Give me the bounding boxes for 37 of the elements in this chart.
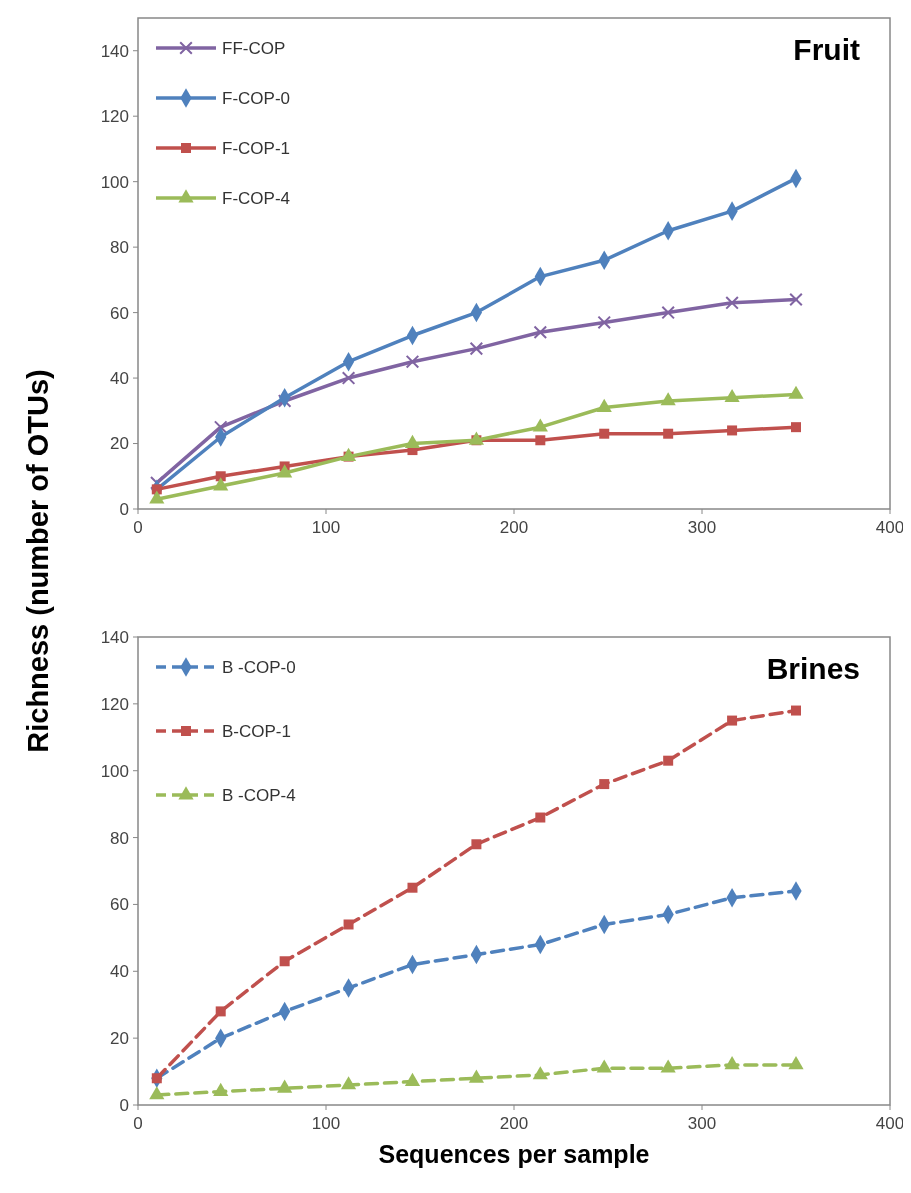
x-tick-label: 100 <box>311 1114 341 1133</box>
legend-label: B -COP-0 <box>222 657 296 677</box>
x-tick-label: 200 <box>499 518 529 537</box>
y-tick-label: 60 <box>110 303 129 323</box>
legend-label: F-COP-4 <box>222 188 290 208</box>
legend-label: B -COP-4 <box>222 785 296 805</box>
x-tick-label: 300 <box>687 518 717 537</box>
y-tick-label: 80 <box>110 828 129 848</box>
y-tick-label: 60 <box>110 895 129 915</box>
y-axis-title: Richness (number of OTUs) <box>22 369 54 753</box>
x-tick-label: 0 <box>133 1114 143 1133</box>
y-tick-label: 20 <box>110 1029 129 1049</box>
x-axis-title: Sequences per sample <box>378 1140 650 1168</box>
y-tick-label: 120 <box>100 694 129 714</box>
x-tick-label: 400 <box>875 518 905 537</box>
y-tick-label: 0 <box>119 1095 129 1115</box>
x-tick-label: 200 <box>499 1114 529 1133</box>
x-tick-label: 0 <box>133 518 143 537</box>
y-tick-label: 40 <box>110 962 129 982</box>
text: Fruit <box>793 33 860 66</box>
y-tick-label: 40 <box>110 369 129 389</box>
x-tick-label: 100 <box>311 518 341 537</box>
y-tick-label: 140 <box>100 41 129 61</box>
x-tick-label: 300 <box>687 1114 717 1133</box>
y-tick-label: 80 <box>110 238 129 258</box>
legend-label: F-COP-0 <box>222 88 290 108</box>
y-tick-label: 100 <box>100 172 129 192</box>
legend-label: FF-COP <box>222 38 286 58</box>
y-tick-label: 20 <box>110 434 129 454</box>
y-tick-label: 0 <box>119 499 129 519</box>
legend-label: B-COP-1 <box>222 721 291 741</box>
y-tick-label: 100 <box>100 761 129 781</box>
text: Brines <box>766 652 860 685</box>
y-tick-label: 120 <box>100 107 129 127</box>
y-tick-label: 140 <box>100 627 129 647</box>
x-tick-label: 400 <box>875 1114 905 1133</box>
legend-label: F-COP-1 <box>222 138 290 158</box>
